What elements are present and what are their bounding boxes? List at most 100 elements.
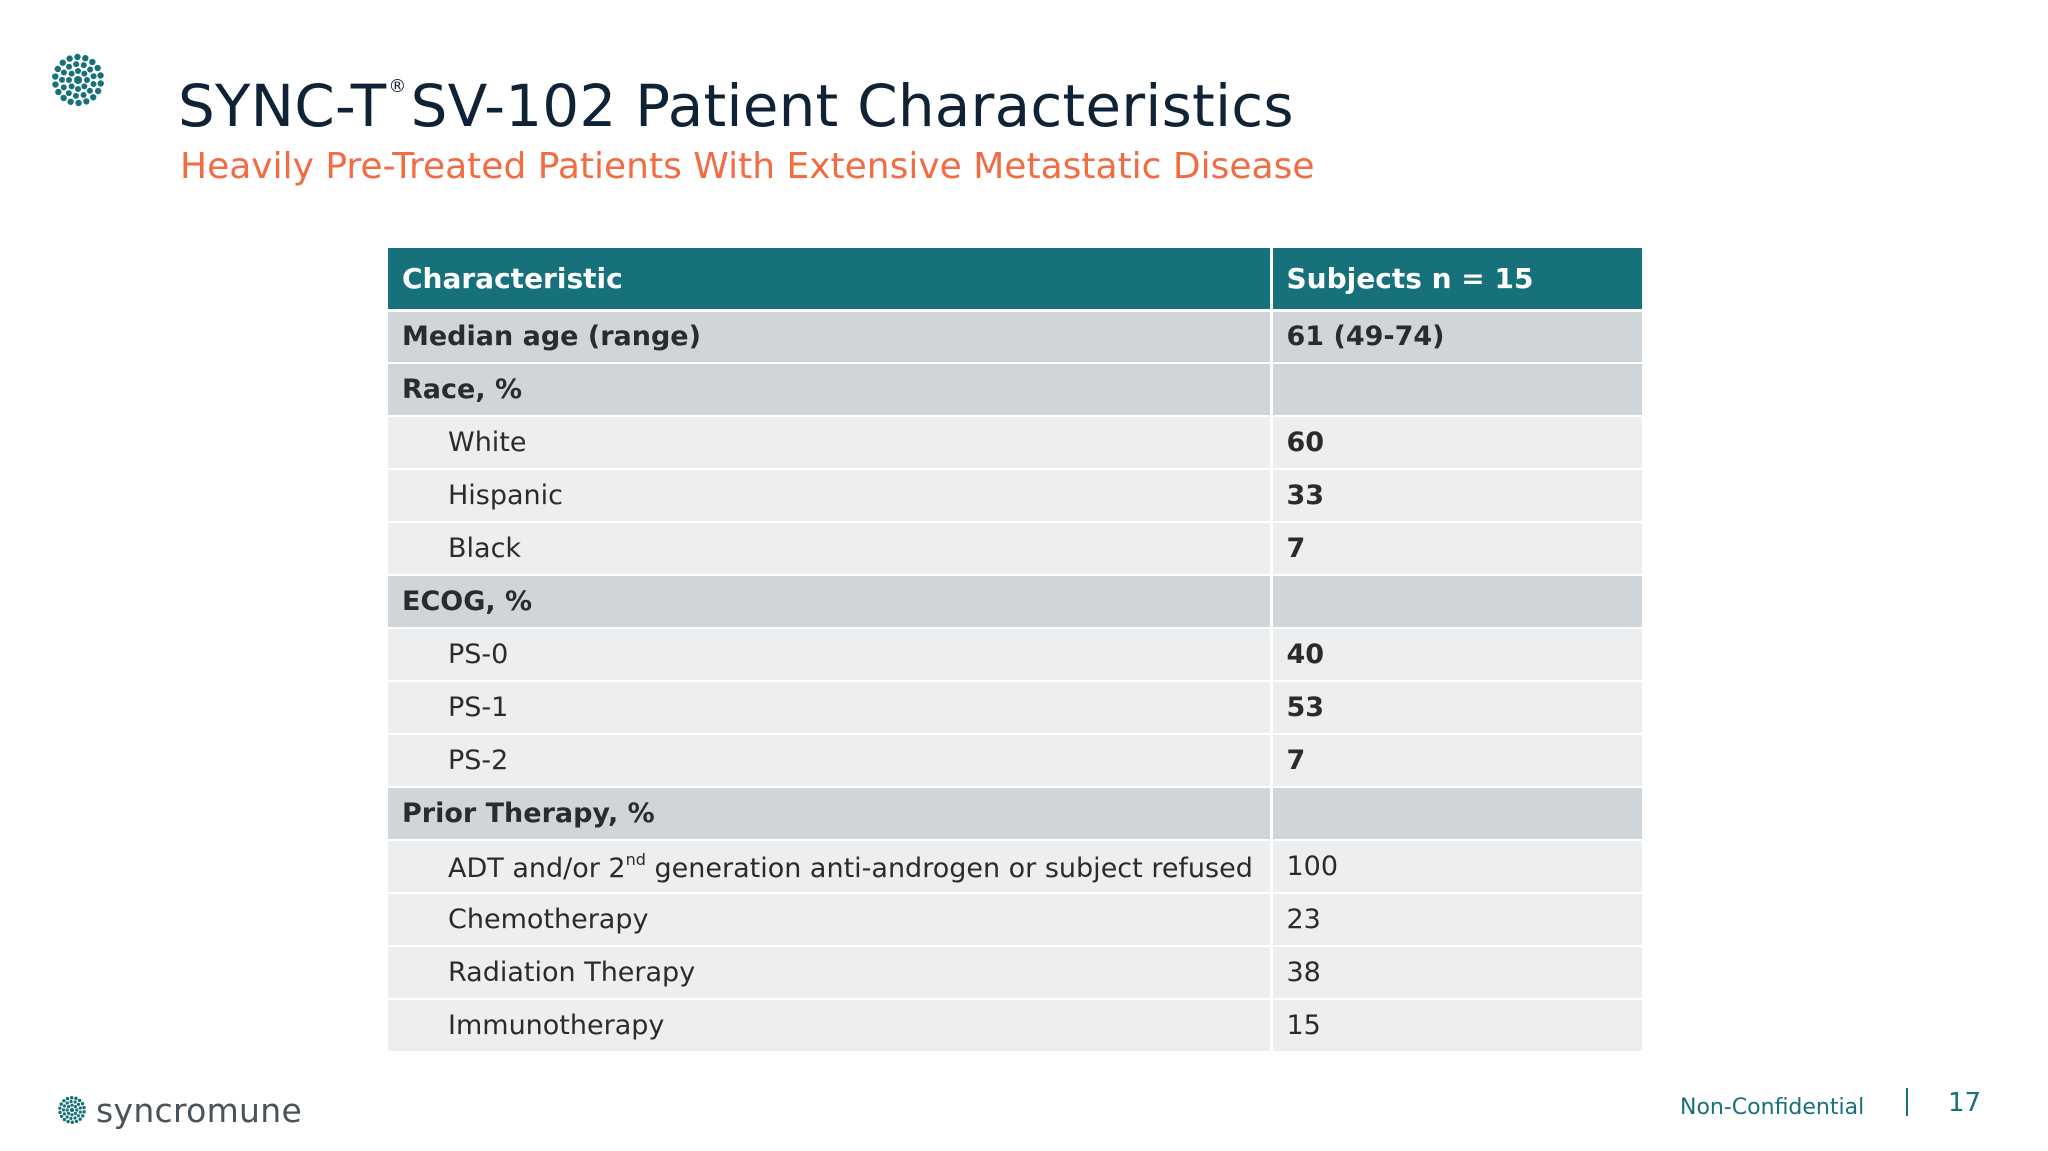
logo-dot <box>66 77 72 83</box>
table-row-ecog-group: ECOG, % <box>388 575 1642 629</box>
logo-dot <box>59 1114 64 1119</box>
row-label: PS-0 <box>388 628 1273 682</box>
registered-mark: ® <box>388 76 407 97</box>
column-header-subjects: Subjects n = 15 <box>1271 248 1642 312</box>
logo-dot <box>70 1113 74 1117</box>
row-value: 23 <box>1271 893 1642 947</box>
logo-dot <box>86 87 93 94</box>
row-value: 15 <box>1271 999 1642 1053</box>
logo-dot <box>62 1104 67 1108</box>
logo-dot <box>66 55 73 62</box>
row-value: 7 <box>1271 522 1642 576</box>
logo-dot <box>62 1117 67 1122</box>
footer-brand-wordmark: syncromune <box>96 1090 303 1130</box>
logo-dot <box>61 1108 66 1112</box>
row-label: ADT and/or 2nd generation anti-androgen … <box>388 840 1273 894</box>
logo-dot <box>80 62 87 69</box>
logo-dot <box>90 73 97 80</box>
logo-dot <box>65 1108 69 1112</box>
logo-dot <box>59 59 66 66</box>
footer-brand-logo: syncromune <box>56 1090 302 1130</box>
logo-dot <box>94 64 101 72</box>
row-label: ECOG, % <box>388 575 1273 629</box>
table-row-black: Black 7 <box>388 522 1642 576</box>
logo-dot <box>60 84 67 91</box>
logo-dot <box>81 70 88 77</box>
logo-dot <box>60 94 67 102</box>
logo-dot <box>75 99 82 107</box>
patient-characteristics-table: Characteristic Subjects n = 15 Median ag… <box>388 248 1642 1053</box>
row-label-post: generation anti-androgen or subject refu… <box>645 852 1253 884</box>
logo-dot <box>82 1110 86 1114</box>
logo-dot <box>94 87 102 95</box>
logo-dot <box>70 1103 74 1107</box>
row-value: 33 <box>1271 469 1642 523</box>
table-row-median-age: Median age (range) 61 (49-74) <box>388 310 1642 364</box>
logo-dot <box>59 76 65 83</box>
row-value <box>1271 575 1642 629</box>
logo-dot <box>75 1108 79 1112</box>
column-header-characteristic: Characteristic <box>388 248 1273 312</box>
logo-dot <box>58 1106 62 1110</box>
logo-dot <box>90 94 97 101</box>
title-main: SYNC-T <box>178 72 387 140</box>
logo-dot <box>58 1110 62 1115</box>
row-value: 100 <box>1271 840 1642 894</box>
logo-dot <box>62 1112 67 1116</box>
row-value: 38 <box>1271 946 1642 1000</box>
table-row-chemotherapy: Chemotherapy 23 <box>388 893 1642 947</box>
table-header-row: Characteristic Subjects n = 15 <box>388 248 1642 312</box>
logo-dot <box>82 1105 86 1110</box>
confidentiality-label: Non-Confidential <box>1680 1095 1865 1120</box>
table-row-race-group: Race, % <box>388 363 1642 417</box>
row-label: Chemotherapy <box>388 893 1273 947</box>
logo-dot <box>73 1105 77 1109</box>
row-label: Median age (range) <box>388 310 1273 364</box>
logo-dot <box>81 83 88 90</box>
logo-dot <box>89 58 96 66</box>
table-row-immunotherapy: Immunotherapy 15 <box>388 999 1642 1053</box>
logo-dot <box>54 65 62 73</box>
logo-dot <box>65 1101 69 1105</box>
logo-dot <box>68 83 75 90</box>
logo-dot <box>78 1117 82 1121</box>
logo-dot <box>65 90 72 97</box>
logo-dot <box>65 1115 69 1119</box>
row-value: 60 <box>1271 416 1642 470</box>
row-label: Immunotherapy <box>388 999 1273 1053</box>
logo-dot <box>70 1096 74 1100</box>
row-label: Radiation Therapy <box>388 946 1273 1000</box>
logo-dot <box>74 53 81 61</box>
logo-dot <box>80 92 87 99</box>
logo-dot <box>67 98 74 105</box>
syncromune-small-logo-icon <box>58 1096 86 1124</box>
logo-dot <box>66 63 73 70</box>
logo-dot <box>59 1102 63 1106</box>
page-subtitle: Heavily Pre-Treated Patients With Extens… <box>180 146 1315 187</box>
table-row-hispanic: Hispanic 33 <box>388 469 1642 523</box>
logo-dot <box>70 1120 74 1124</box>
logo-dot <box>72 92 79 99</box>
row-label: White <box>388 416 1273 470</box>
logo-dot <box>60 69 67 76</box>
logo-dot <box>76 1102 81 1106</box>
table-row-radiation-therapy: Radiation Therapy 38 <box>388 946 1642 1000</box>
row-value: 40 <box>1271 628 1642 682</box>
logo-dot <box>90 80 97 87</box>
logo-dot <box>69 1099 73 1104</box>
logo-dot <box>77 1098 82 1103</box>
page-number: 17 <box>1948 1088 1982 1118</box>
row-label: Prior Therapy, % <box>388 787 1273 841</box>
logo-dot <box>52 73 59 80</box>
row-label: PS-2 <box>388 734 1273 788</box>
row-label: Race, % <box>388 363 1273 417</box>
logo-dot <box>74 76 82 84</box>
logo-dot <box>80 1101 85 1106</box>
row-value: 7 <box>1271 734 1642 788</box>
logo-dot <box>67 1111 71 1115</box>
logo-dot <box>65 1096 70 1101</box>
logo-dot <box>69 1107 75 1113</box>
logo-dot <box>75 86 81 92</box>
logo-dot <box>73 1111 77 1115</box>
footer-divider <box>1906 1088 1908 1116</box>
